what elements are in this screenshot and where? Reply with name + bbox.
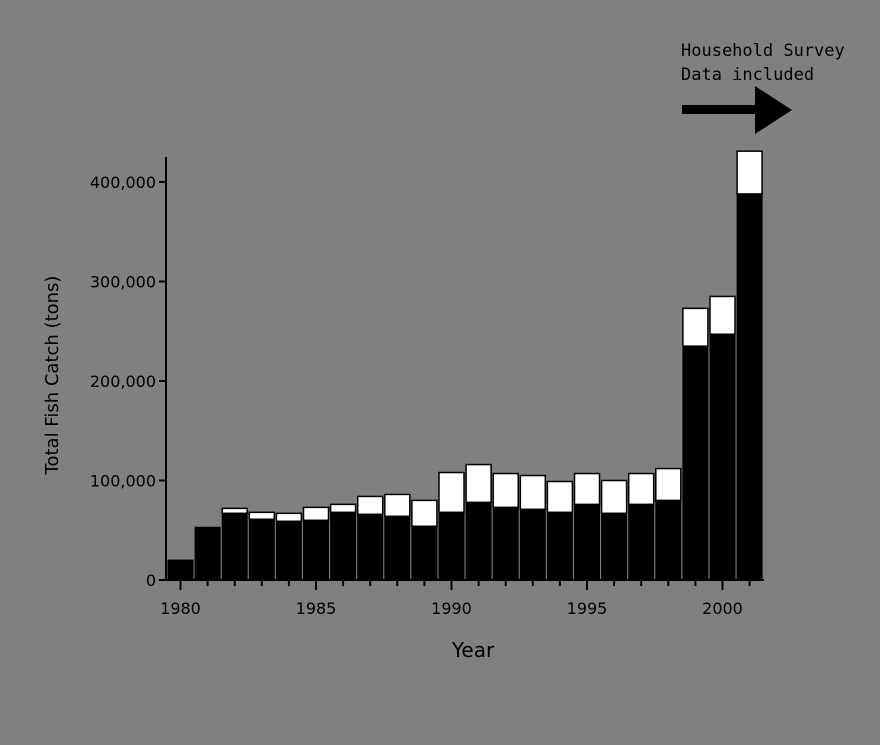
bar-lower-2000	[709, 333, 736, 581]
annotation-line1: Household Survey	[681, 41, 845, 61]
bar-upper-1986	[329, 503, 357, 514]
y-axis-label: Total Fish Catch (tons)	[42, 276, 63, 476]
bar-upper-1994	[546, 480, 574, 514]
bar-lower-1981	[194, 526, 221, 581]
axes-layer	[165, 157, 765, 581]
bar-lower-1999	[682, 345, 709, 581]
bar-lower-1996	[601, 512, 628, 581]
bar-upper-1983	[248, 511, 276, 521]
y-tick-label-300000: 300,000	[90, 273, 156, 292]
bar-upper-1995	[573, 472, 601, 506]
bar-lower-1980	[167, 559, 194, 581]
bar-upper-1996	[600, 479, 628, 515]
bar-upper-1982	[221, 507, 248, 515]
bar-lower-2001	[736, 193, 763, 581]
bar-lower-1997	[628, 503, 655, 581]
bar-upper-2001	[736, 150, 763, 195]
bar-upper-1991	[465, 463, 492, 504]
y-tick-label-100000: 100,000	[90, 472, 156, 491]
bar-lower-1988	[384, 515, 411, 581]
y-tick-label-0: 0	[146, 571, 156, 590]
bar-upper-1993	[519, 474, 547, 511]
bar-upper-1989	[411, 499, 438, 528]
bar-lower-1991	[465, 501, 492, 581]
bar-lower-1985	[303, 519, 329, 581]
bar-lower-1993	[519, 508, 546, 581]
bar-upper-1990	[438, 471, 465, 514]
y-tick-label-200000: 200,000	[90, 372, 156, 391]
bar-upper-2000	[709, 295, 736, 335]
x-tick-label-1985: 1985	[296, 599, 337, 618]
bar-upper-1998	[655, 467, 682, 502]
bar-upper-1987	[356, 495, 384, 516]
x-tick-label-1995: 1995	[567, 599, 608, 618]
x-tick-label-1980: 1980	[160, 599, 201, 618]
bar-upper-1985	[302, 506, 330, 522]
x-tick-label-1990: 1990	[431, 599, 472, 618]
bar-lower-1992	[492, 506, 519, 581]
bar-lower-1989	[411, 525, 438, 581]
bar-upper-1999	[682, 307, 709, 347]
bar-lower-1998	[655, 499, 682, 581]
bar-lower-1983	[248, 518, 275, 581]
bar-upper-1992	[492, 472, 519, 509]
bar-upper-1984	[275, 512, 303, 523]
x-axis-label: Year	[451, 638, 495, 662]
annotation: Household Survey Data included	[681, 41, 845, 134]
bar-lower-1984	[275, 520, 302, 581]
y-tick-label-400000: 400,000	[90, 173, 156, 192]
bar-lower-1990	[438, 511, 465, 581]
annotation-arrow-shaft	[682, 105, 758, 114]
bar-lower-1994	[546, 511, 573, 581]
bar-upper-1997	[627, 472, 655, 506]
arrow-right-icon	[755, 86, 792, 134]
annotation-line2: Data included	[681, 65, 814, 85]
ticks-layer: 0 100,000 200,000 300,000 400,000 1980 1985 199…	[90, 173, 751, 618]
x-tick-label-2000: 2000	[702, 599, 743, 618]
bar-lower-1982	[221, 512, 248, 581]
bar-lower-1987	[357, 513, 384, 581]
bar-lower-1986	[330, 511, 357, 581]
bars-layer	[167, 150, 763, 581]
bar-lower-1995	[574, 503, 600, 581]
bar-upper-1988	[384, 493, 411, 518]
